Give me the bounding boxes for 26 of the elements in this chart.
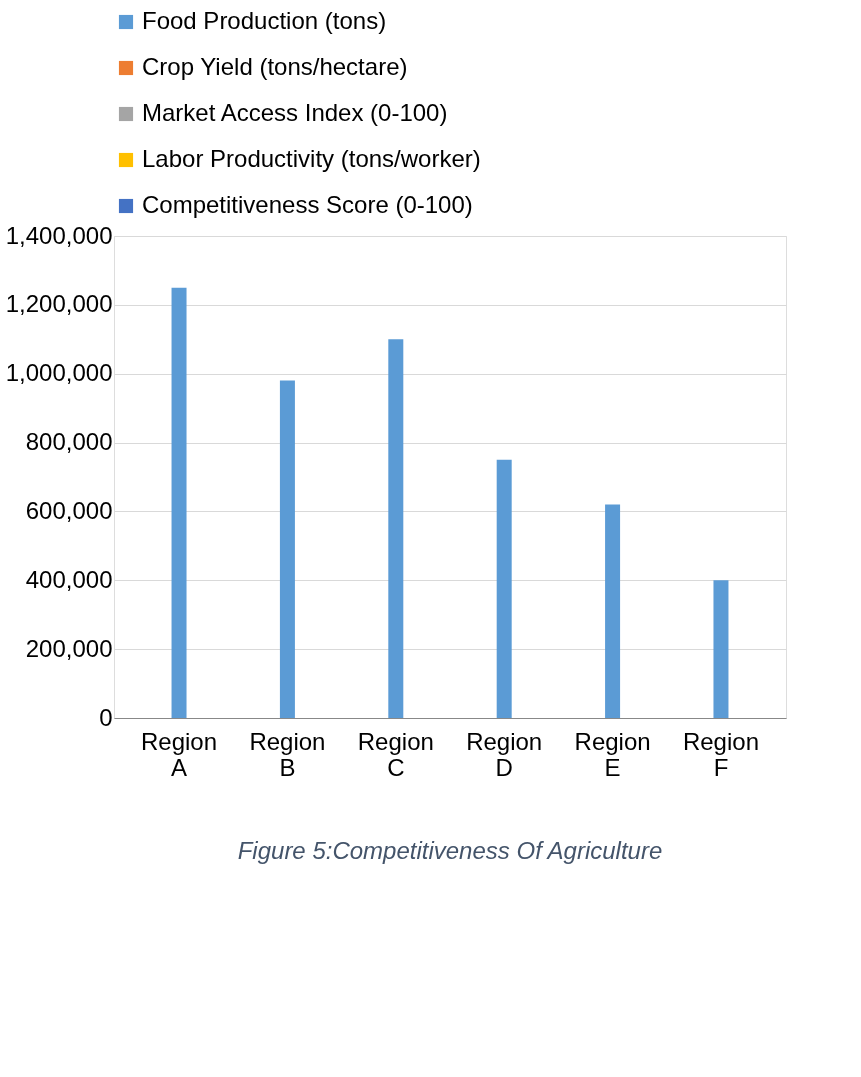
y-tick-label: 1,200,000 [5,290,113,318]
y-tick-label: 1,400,000 [5,221,113,249]
legend-label: Market Access Index (0-100) [142,99,448,126]
legend-label: Competitiveness Score (0-100) [142,191,473,218]
legend-label: Labor Productivity (tons/worker) [142,145,481,172]
legend-label: Food Production (tons) [142,7,387,34]
y-tick-label: 400,000 [25,565,113,593]
y-tick-label: 800,000 [25,428,113,456]
y-tick-label: 200,000 [25,634,113,662]
x-tick-label: Region B [249,727,326,781]
bar [605,504,621,718]
bar [171,287,187,718]
bar [388,339,404,718]
y-tick-label: 1,000,000 [5,359,113,387]
legend-label: Crop Yield (tons/hectare) [142,53,408,80]
bar [496,459,512,718]
y-tick-label: 600,000 [25,496,113,524]
bar [713,580,729,718]
x-tick-label: Region E [574,727,651,781]
y-tick-label: 0 [99,703,113,731]
x-tick-label: Region C [357,727,434,781]
x-tick-label: Region F [682,727,759,781]
caption: Figure 5:Competitiveness Of Agriculture [237,837,663,864]
x-tick-label: Region D [466,727,543,781]
x-tick-label: Region A [141,727,218,781]
bar [279,380,295,718]
